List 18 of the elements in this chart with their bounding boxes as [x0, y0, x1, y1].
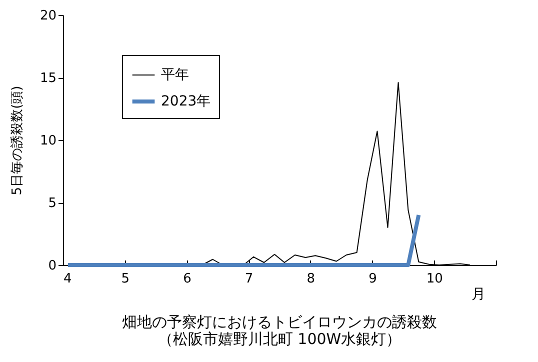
legend-label: 2023年: [161, 94, 211, 110]
y-tick-label: 15: [40, 71, 56, 86]
y-tick-label: 20: [40, 8, 56, 24]
x-tick-label: 5: [121, 272, 130, 286]
x-axis-title: 月: [472, 286, 486, 302]
x-tick-label: 9: [368, 272, 377, 286]
x-tick-label: 7: [244, 272, 254, 286]
y-axis-title: 5日毎の誘殺数(頭): [10, 86, 25, 196]
x-tick-label: 6: [183, 272, 192, 286]
y-tick-label: 10: [40, 134, 56, 148]
text: （松阪市嬉野川北町 100W水銀灯）: [158, 330, 402, 348]
legend-label: 平年: [161, 67, 189, 83]
x-tick-label: 8: [306, 272, 316, 286]
text: 畑地の予察灯におけるトビイロウンカの誘殺数: [122, 313, 437, 331]
x-tick-label: 10: [426, 272, 443, 286]
y-tick-label: 5: [48, 196, 56, 211]
y-tick-label: 0: [48, 258, 56, 274]
x-tick-label: 4: [64, 272, 72, 286]
